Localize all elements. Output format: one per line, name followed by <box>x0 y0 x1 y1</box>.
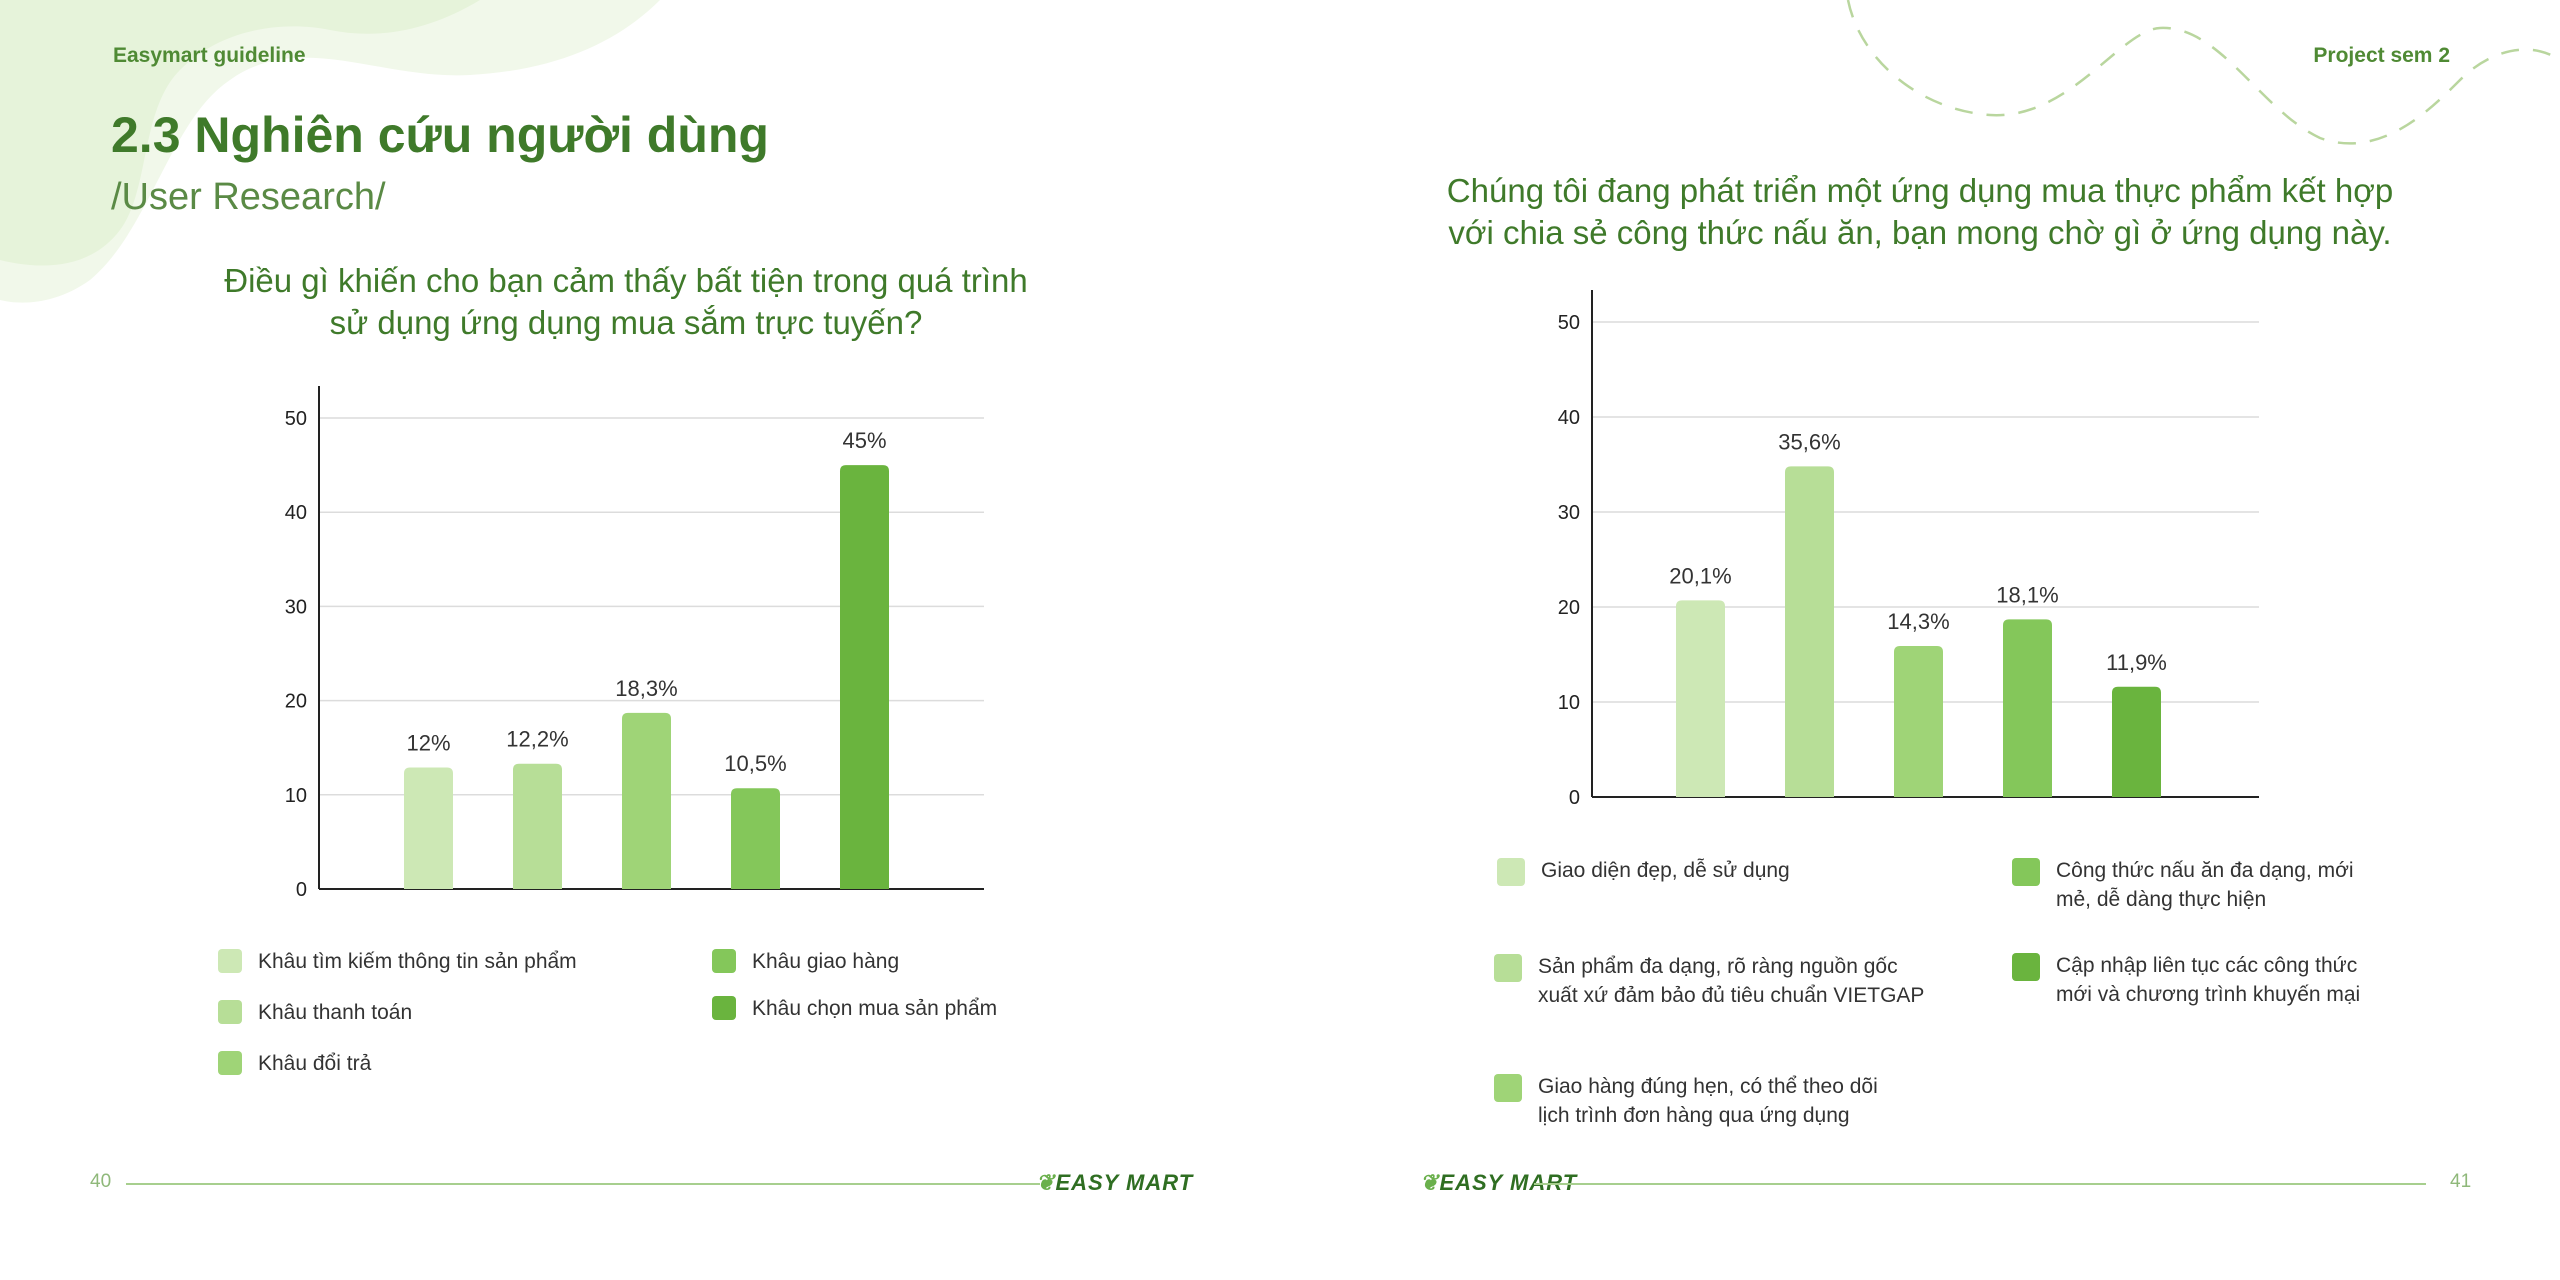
legend-label: Khâu thanh toán <box>258 1001 413 1024</box>
left-y-tick-label: 10 <box>285 785 307 807</box>
legend-label-line: lịch trình đơn hàng qua ứng dụng <box>1538 1104 1850 1127</box>
decorative-wave <box>1846 0 2560 145</box>
left-bar-data-label: 12% <box>406 730 450 755</box>
right-chart-title-line: với chia sẻ công thức nấu ăn, bạn mong c… <box>1448 214 2392 251</box>
right-bar <box>2112 686 2161 797</box>
legend-label-line: mới và chương trình khuyến mại <box>2056 983 2361 1006</box>
page-number-right: 41 <box>2450 1171 2472 1192</box>
legend-swatch <box>1494 1074 1522 1102</box>
legend-swatch <box>218 1051 242 1075</box>
left-bar <box>513 763 562 889</box>
easymart-logo: ❦EASY MART <box>1036 1170 1193 1196</box>
legend-swatch <box>218 949 242 973</box>
left-bar-data-label: 18,3% <box>615 676 677 701</box>
right-chart-title: Chúng tôi đang phát triển một ứng dụng m… <box>1340 170 2500 254</box>
legend-label: Khâu đổi trả <box>258 1052 372 1075</box>
right-bar-data-label: 35,6% <box>1778 429 1840 454</box>
leaf-icon: ❦ <box>1036 1170 1056 1195</box>
legend-swatch <box>2012 953 2040 981</box>
right-bar <box>2003 619 2052 797</box>
left-bar <box>622 712 671 889</box>
left-y-tick-label: 0 <box>296 879 307 901</box>
left-chart-title-line: sử dụng ứng dụng mua sắm trực tuyến? <box>329 304 923 341</box>
legend-label: Cập nhập liên tục các công thức mới và c… <box>2056 951 2360 1009</box>
page-number-left: 40 <box>90 1171 112 1192</box>
easymart-logo: ❦EASY MART <box>1420 1170 1577 1196</box>
left-y-tick-label: 20 <box>285 691 307 713</box>
legend-label-line: xuất xứ đảm bảo đủ tiêu chuẩn VIETGAP <box>1538 984 1925 1007</box>
legend-label: Sản phẩm đa dạng, rõ ràng nguồn gốc xuất… <box>1538 952 1924 1010</box>
left-y-tick-label: 40 <box>285 502 307 524</box>
left-chart-title-line: Điều gì khiến cho bạn cảm thấy bất tiện … <box>224 262 1028 299</box>
right-y-tick-label: 20 <box>1558 597 1580 619</box>
left-bar-data-label: 10,5% <box>724 751 786 776</box>
right-chart-title-line: Chúng tôi đang phát triển một ứng dụng m… <box>1446 172 2394 209</box>
right-legend-item: Giao hàng đúng hẹn, có thể theo dõi lịch… <box>1494 1072 1878 1130</box>
left-bar <box>731 788 780 889</box>
legend-label: Khâu tìm kiếm thông tin sản phẩm <box>258 950 577 973</box>
legend-label: Công thức nấu ăn đa dạng, mới mẻ, dễ dàn… <box>2056 856 2354 914</box>
left-y-tick-label: 30 <box>285 596 307 618</box>
footer-divider <box>126 1183 1040 1185</box>
right-bar <box>1785 466 1834 797</box>
brand-label: Easymart guideline <box>113 44 306 67</box>
legend-label: Giao hàng đúng hẹn, có thể theo dõi lịch… <box>1538 1072 1878 1130</box>
leaf-icon: ❦ <box>1420 1170 1440 1195</box>
left-y-tick-label: 50 <box>285 408 307 430</box>
footer-divider <box>1534 1183 2426 1185</box>
right-y-tick-label: 50 <box>1558 312 1580 334</box>
right-legend-item: Giao diện đẹp, dễ sử dụng <box>1497 856 1790 886</box>
logo-text: EASY MART <box>1439 1170 1578 1195</box>
legend-swatch <box>712 996 736 1020</box>
legend-label: Giao diện đẹp, dễ sử dụng <box>1541 859 1790 882</box>
right-bar <box>1676 600 1725 797</box>
left-legend-item: Khâu giao hàng <box>712 947 899 976</box>
right-bar-data-label: 11,9% <box>2106 650 2167 675</box>
right-y-tick-label: 40 <box>1558 407 1580 429</box>
legend-label-line: mẻ, dễ dàng thực hiện <box>2056 888 2267 911</box>
right-bar-data-label: 18,1% <box>1996 582 2058 607</box>
left-bar-data-label: 12,2% <box>506 727 568 752</box>
right-y-tick-label: 0 <box>1569 787 1580 809</box>
right-legend-item: Công thức nấu ăn đa dạng, mới mẻ, dễ dàn… <box>2012 856 2354 914</box>
right-legend-item: Cập nhập liên tục các công thức mới và c… <box>2012 951 2360 1009</box>
logo-text: EASY MART <box>1055 1170 1194 1195</box>
legend-label: Khâu chọn mua sản phẩm <box>752 997 998 1020</box>
left-legend-item: Khâu chọn mua sản phẩm <box>712 994 997 1023</box>
section-subtitle: /User Research/ <box>111 176 386 218</box>
left-legend-item: Khâu thanh toán <box>218 998 412 1027</box>
left-bar <box>404 767 453 889</box>
right-y-tick-label: 30 <box>1558 502 1580 524</box>
legend-label-line: Sản phẩm đa dạng, rõ ràng nguồn gốc <box>1538 955 1898 978</box>
left-bar-data-label: 45% <box>842 428 886 453</box>
section-title: 2.3 Nghiên cứu người dùng <box>111 107 769 163</box>
decorative-blob <box>0 0 660 303</box>
left-legend-item: Khâu tìm kiếm thông tin sản phẩm <box>218 947 577 976</box>
right-bar-data-label: 14,3% <box>1887 609 1949 634</box>
legend-label-line: Cập nhập liên tục các công thức <box>2056 954 2358 977</box>
project-label: Project sem 2 <box>2313 44 2450 67</box>
right-bar <box>1894 645 1943 797</box>
right-y-tick-label: 10 <box>1558 692 1580 714</box>
legend-swatch <box>218 1000 242 1024</box>
left-bar <box>840 465 889 889</box>
left-chart-title: Điều gì khiến cho bạn cảm thấy bất tiện … <box>150 260 1102 344</box>
left-legend-item: Khâu đổi trả <box>218 1049 371 1078</box>
right-legend-item: Sản phẩm đa dạng, rõ ràng nguồn gốc xuất… <box>1494 952 1924 1010</box>
legend-label: Khâu giao hàng <box>752 950 900 973</box>
legend-swatch <box>1497 858 1525 886</box>
legend-swatch <box>2012 858 2040 886</box>
right-bar-data-label: 20,1% <box>1669 563 1731 588</box>
legend-label-line: Công thức nấu ăn đa dạng, mới <box>2056 859 2354 882</box>
legend-label-line: Giao hàng đúng hẹn, có thể theo dõi <box>1538 1075 1878 1098</box>
legend-swatch <box>712 949 736 973</box>
legend-swatch <box>1494 954 1522 982</box>
